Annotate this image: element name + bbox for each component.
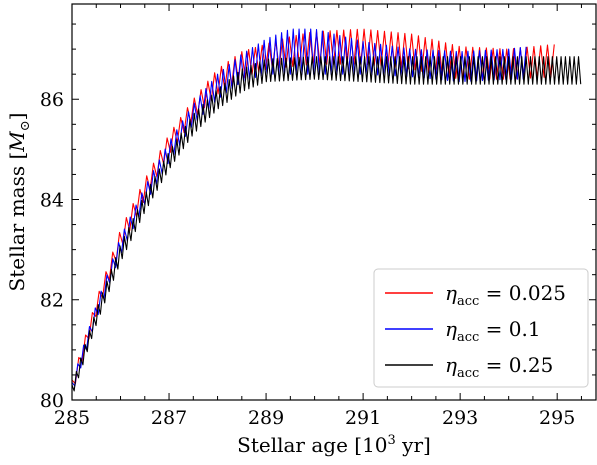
legend-label: ηacc = 0.25 <box>445 353 553 381</box>
series-line-2 <box>72 56 582 392</box>
legend-label: ηacc = 0.1 <box>445 317 541 345</box>
series-line-1 <box>72 28 527 387</box>
y-axis-title: Stellar mass [M⊙] <box>5 113 33 292</box>
y-tick-label: 84 <box>40 189 64 211</box>
legend-box <box>373 268 589 388</box>
y-tick-label: 80 <box>40 390 64 412</box>
x-tick-label: 291 <box>345 407 381 429</box>
x-tick-label: 287 <box>151 407 187 429</box>
x-tick-label: 295 <box>539 407 575 429</box>
x-tick-label: 289 <box>248 407 284 429</box>
y-tick-label: 86 <box>40 89 64 111</box>
x-tick-label: 293 <box>442 407 478 429</box>
plot-frame <box>71 3 597 401</box>
legend-label: ηacc = 0.025 <box>445 281 566 309</box>
legend: ηacc = 0.025 ηacc = 0.1 ηacc = 0.25 <box>373 268 589 388</box>
ticks-layer <box>71 4 596 401</box>
legend-entry: ηacc = 0.025 <box>385 281 566 309</box>
y-tick-label: 82 <box>40 290 64 312</box>
legend-entry: ηacc = 0.25 <box>385 353 553 381</box>
legend-entry: ηacc = 0.1 <box>385 317 541 345</box>
x-tick-label: 285 <box>54 407 90 429</box>
series-layer <box>72 28 582 392</box>
tick-labels-layer: 285 287 289 291 293 295 80 82 84 86 <box>40 89 576 429</box>
x-axis-title: Stellar age [103 yr] <box>237 433 431 457</box>
